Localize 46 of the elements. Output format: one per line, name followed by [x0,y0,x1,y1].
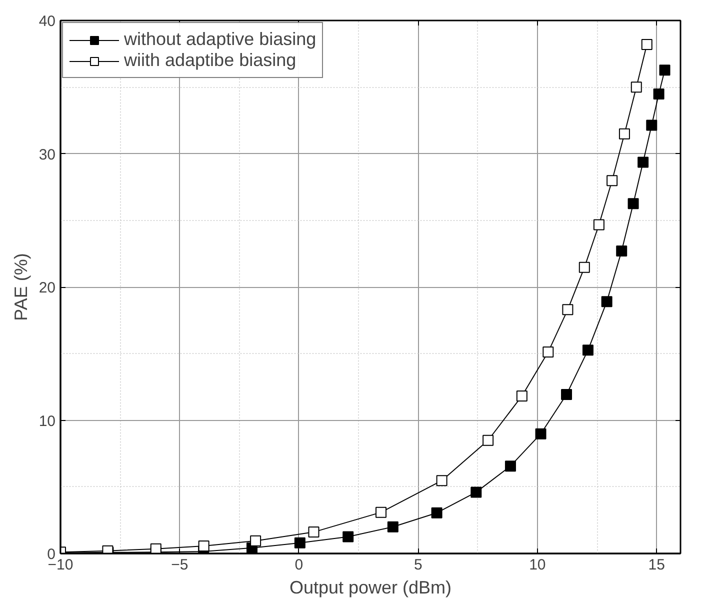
x-tick-label: 15 [648,556,665,574]
point [562,304,574,316]
point [618,128,630,140]
y-tick-label: 10 [38,412,56,430]
point [375,506,386,518]
point [308,526,320,538]
y-tick-label: 20 [38,280,56,296]
point [630,82,642,93]
point [606,175,618,186]
point [250,535,262,546]
point [561,389,572,400]
point [482,434,494,446]
legend-label: without adaptive biasing [124,29,316,50]
x-tick-label: −5 [171,556,188,574]
point [387,521,398,532]
point [542,346,554,358]
point [616,246,628,257]
x-axis-title: Output power (dBm) [289,578,452,598]
point [638,156,649,168]
point [601,296,612,308]
point [582,344,594,356]
y-tick-label: 40 [38,13,56,30]
point [342,531,354,542]
point [593,219,604,230]
x-tick-label: 0 [294,556,304,574]
point [150,543,162,554]
point [659,64,670,76]
point [198,540,210,552]
point [628,198,639,210]
point [578,262,590,273]
point [516,390,528,402]
point [504,460,516,472]
point [436,475,448,486]
x-tick-label: 10 [529,556,546,574]
point [535,428,546,440]
point [294,537,306,548]
x-tick-label: 5 [414,556,422,574]
point [641,38,652,50]
point [646,120,658,131]
y-axis-title: PAE (%) [10,253,31,321]
point [470,486,482,498]
y-tick-label: 30 [38,146,56,164]
y-tick-label: 0 [47,546,56,563]
point [431,507,442,518]
legend-label: wiith adaptibe biasing [124,50,296,71]
point [653,88,664,100]
